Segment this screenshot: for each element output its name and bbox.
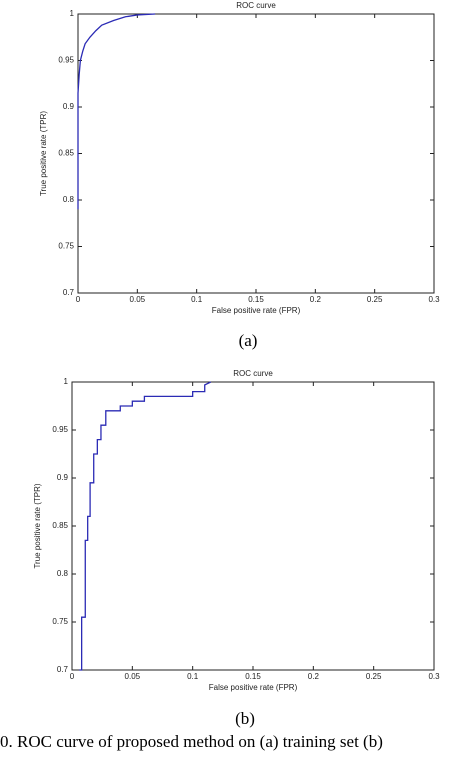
y-tick-label: 0.85 <box>58 149 74 158</box>
x-tick-label: 0.25 <box>367 295 383 304</box>
x-tick-label: 0.3 <box>428 672 440 681</box>
y-axis-label: True positive rate (TPR) <box>33 483 42 568</box>
panel-caption: (a) <box>239 331 258 350</box>
x-tick-label: 0 <box>76 295 81 304</box>
y-tick-label: 0.95 <box>58 56 74 65</box>
y-tick-label: 0.9 <box>63 102 75 111</box>
y-tick-label: 0.8 <box>63 195 75 204</box>
x-tick-label: 0.2 <box>310 295 322 304</box>
roc-line <box>77 13 156 210</box>
y-tick-label: 0.95 <box>52 425 68 434</box>
x-tick-label: 0.2 <box>308 672 320 681</box>
panel-caption: (b) <box>235 709 255 728</box>
y-tick-label: 0.85 <box>52 521 68 530</box>
x-tick-label: 0.1 <box>191 295 203 304</box>
x-tick-label: 0.25 <box>366 672 382 681</box>
y-axis-label: True positive rate (TPR) <box>39 111 48 196</box>
plot-frame <box>71 381 435 671</box>
y-tick-label: 0.7 <box>63 288 75 297</box>
x-axis-label: False positive rate (FPR) <box>212 306 301 315</box>
chart-title: ROC curve <box>233 369 273 378</box>
y-tick-label: 1 <box>70 9 75 18</box>
y-tick-label: 1 <box>64 377 69 386</box>
x-tick-label: 0.15 <box>245 672 261 681</box>
x-tick-label: 0.1 <box>187 672 199 681</box>
roc-line <box>79 381 212 671</box>
chart-title: ROC curve <box>236 1 276 10</box>
x-tick-label: 0.05 <box>130 295 146 304</box>
figure-caption: 0. ROC curve of proposed method on (a) t… <box>0 732 383 751</box>
plot-frame <box>77 13 435 294</box>
x-axis-label: False positive rate (FPR) <box>209 683 298 692</box>
x-tick-label: 0.3 <box>428 295 440 304</box>
y-tick-label: 0.8 <box>57 569 69 578</box>
x-tick-label: 0 <box>70 672 75 681</box>
y-tick-label: 0.7 <box>57 665 69 674</box>
x-tick-label: 0.15 <box>248 295 264 304</box>
y-tick-label: 0.75 <box>58 242 74 251</box>
y-tick-label: 0.9 <box>57 473 69 482</box>
x-tick-label: 0.05 <box>125 672 141 681</box>
y-tick-label: 0.75 <box>52 617 68 626</box>
